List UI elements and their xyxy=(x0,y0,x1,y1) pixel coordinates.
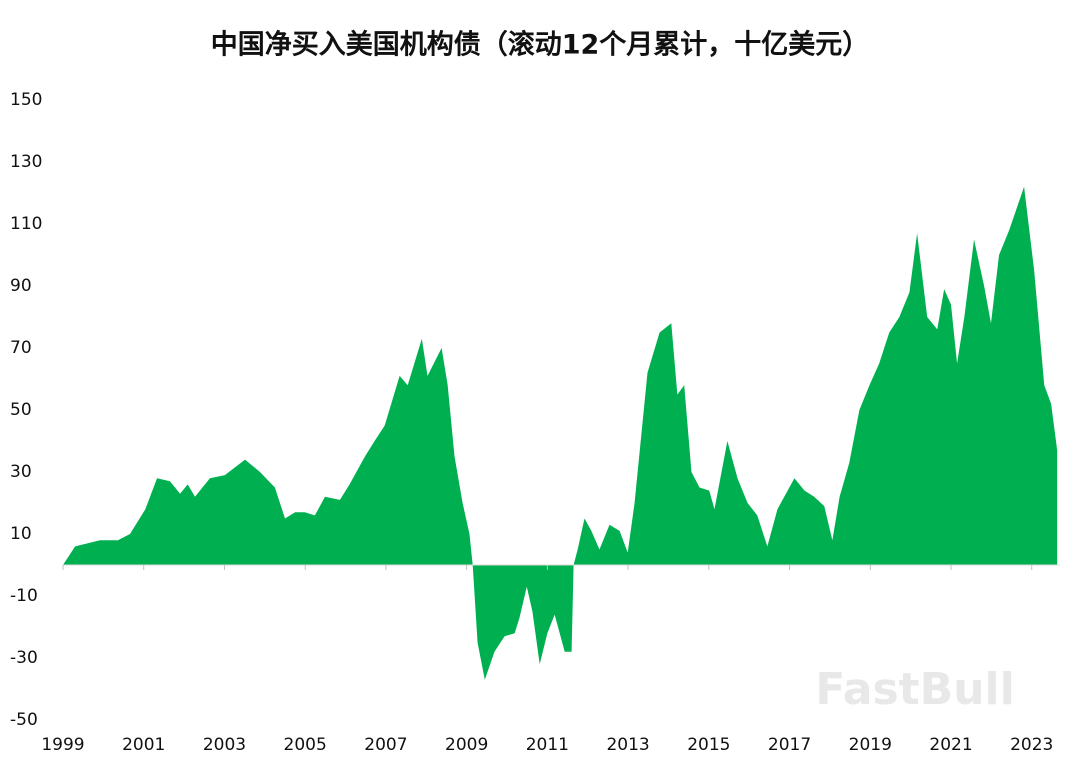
x-tick-label: 2015 xyxy=(687,735,730,755)
watermark: FastBull xyxy=(815,664,1014,715)
y-tick-label: 130 xyxy=(10,152,42,172)
x-tick-label: 2007 xyxy=(364,735,407,755)
y-tick-label: 30 xyxy=(10,462,32,482)
x-tick-label: 1999 xyxy=(41,735,84,755)
x-tick-label: 2023 xyxy=(1010,735,1053,755)
x-tick-label: 2021 xyxy=(929,735,972,755)
x-tick-label: 2005 xyxy=(284,735,327,755)
y-tick-label: -50 xyxy=(10,710,38,730)
y-tick-label: 90 xyxy=(10,276,32,296)
x-tick-label: 2019 xyxy=(849,735,892,755)
y-tick-label: 150 xyxy=(10,90,42,110)
y-tick-label: 50 xyxy=(10,400,32,420)
y-tick-label: -30 xyxy=(10,648,38,668)
y-tick-label: 70 xyxy=(10,338,32,358)
x-tick-label: 2009 xyxy=(445,735,488,755)
y-tick-label: 10 xyxy=(10,524,32,544)
chart-title: 中国净买入美国机构债（滚动12个月累计，十亿美元） xyxy=(211,29,870,61)
area xyxy=(63,186,1058,680)
y-tick-label: 110 xyxy=(10,214,42,234)
x-tick-label: 2001 xyxy=(122,735,165,755)
y-tick-label: -10 xyxy=(10,586,38,606)
x-tick-label: 2011 xyxy=(526,735,569,755)
x-tick-label: 2013 xyxy=(606,735,649,755)
x-tick-label: 2003 xyxy=(203,735,246,755)
x-tick-label: 2017 xyxy=(768,735,811,755)
